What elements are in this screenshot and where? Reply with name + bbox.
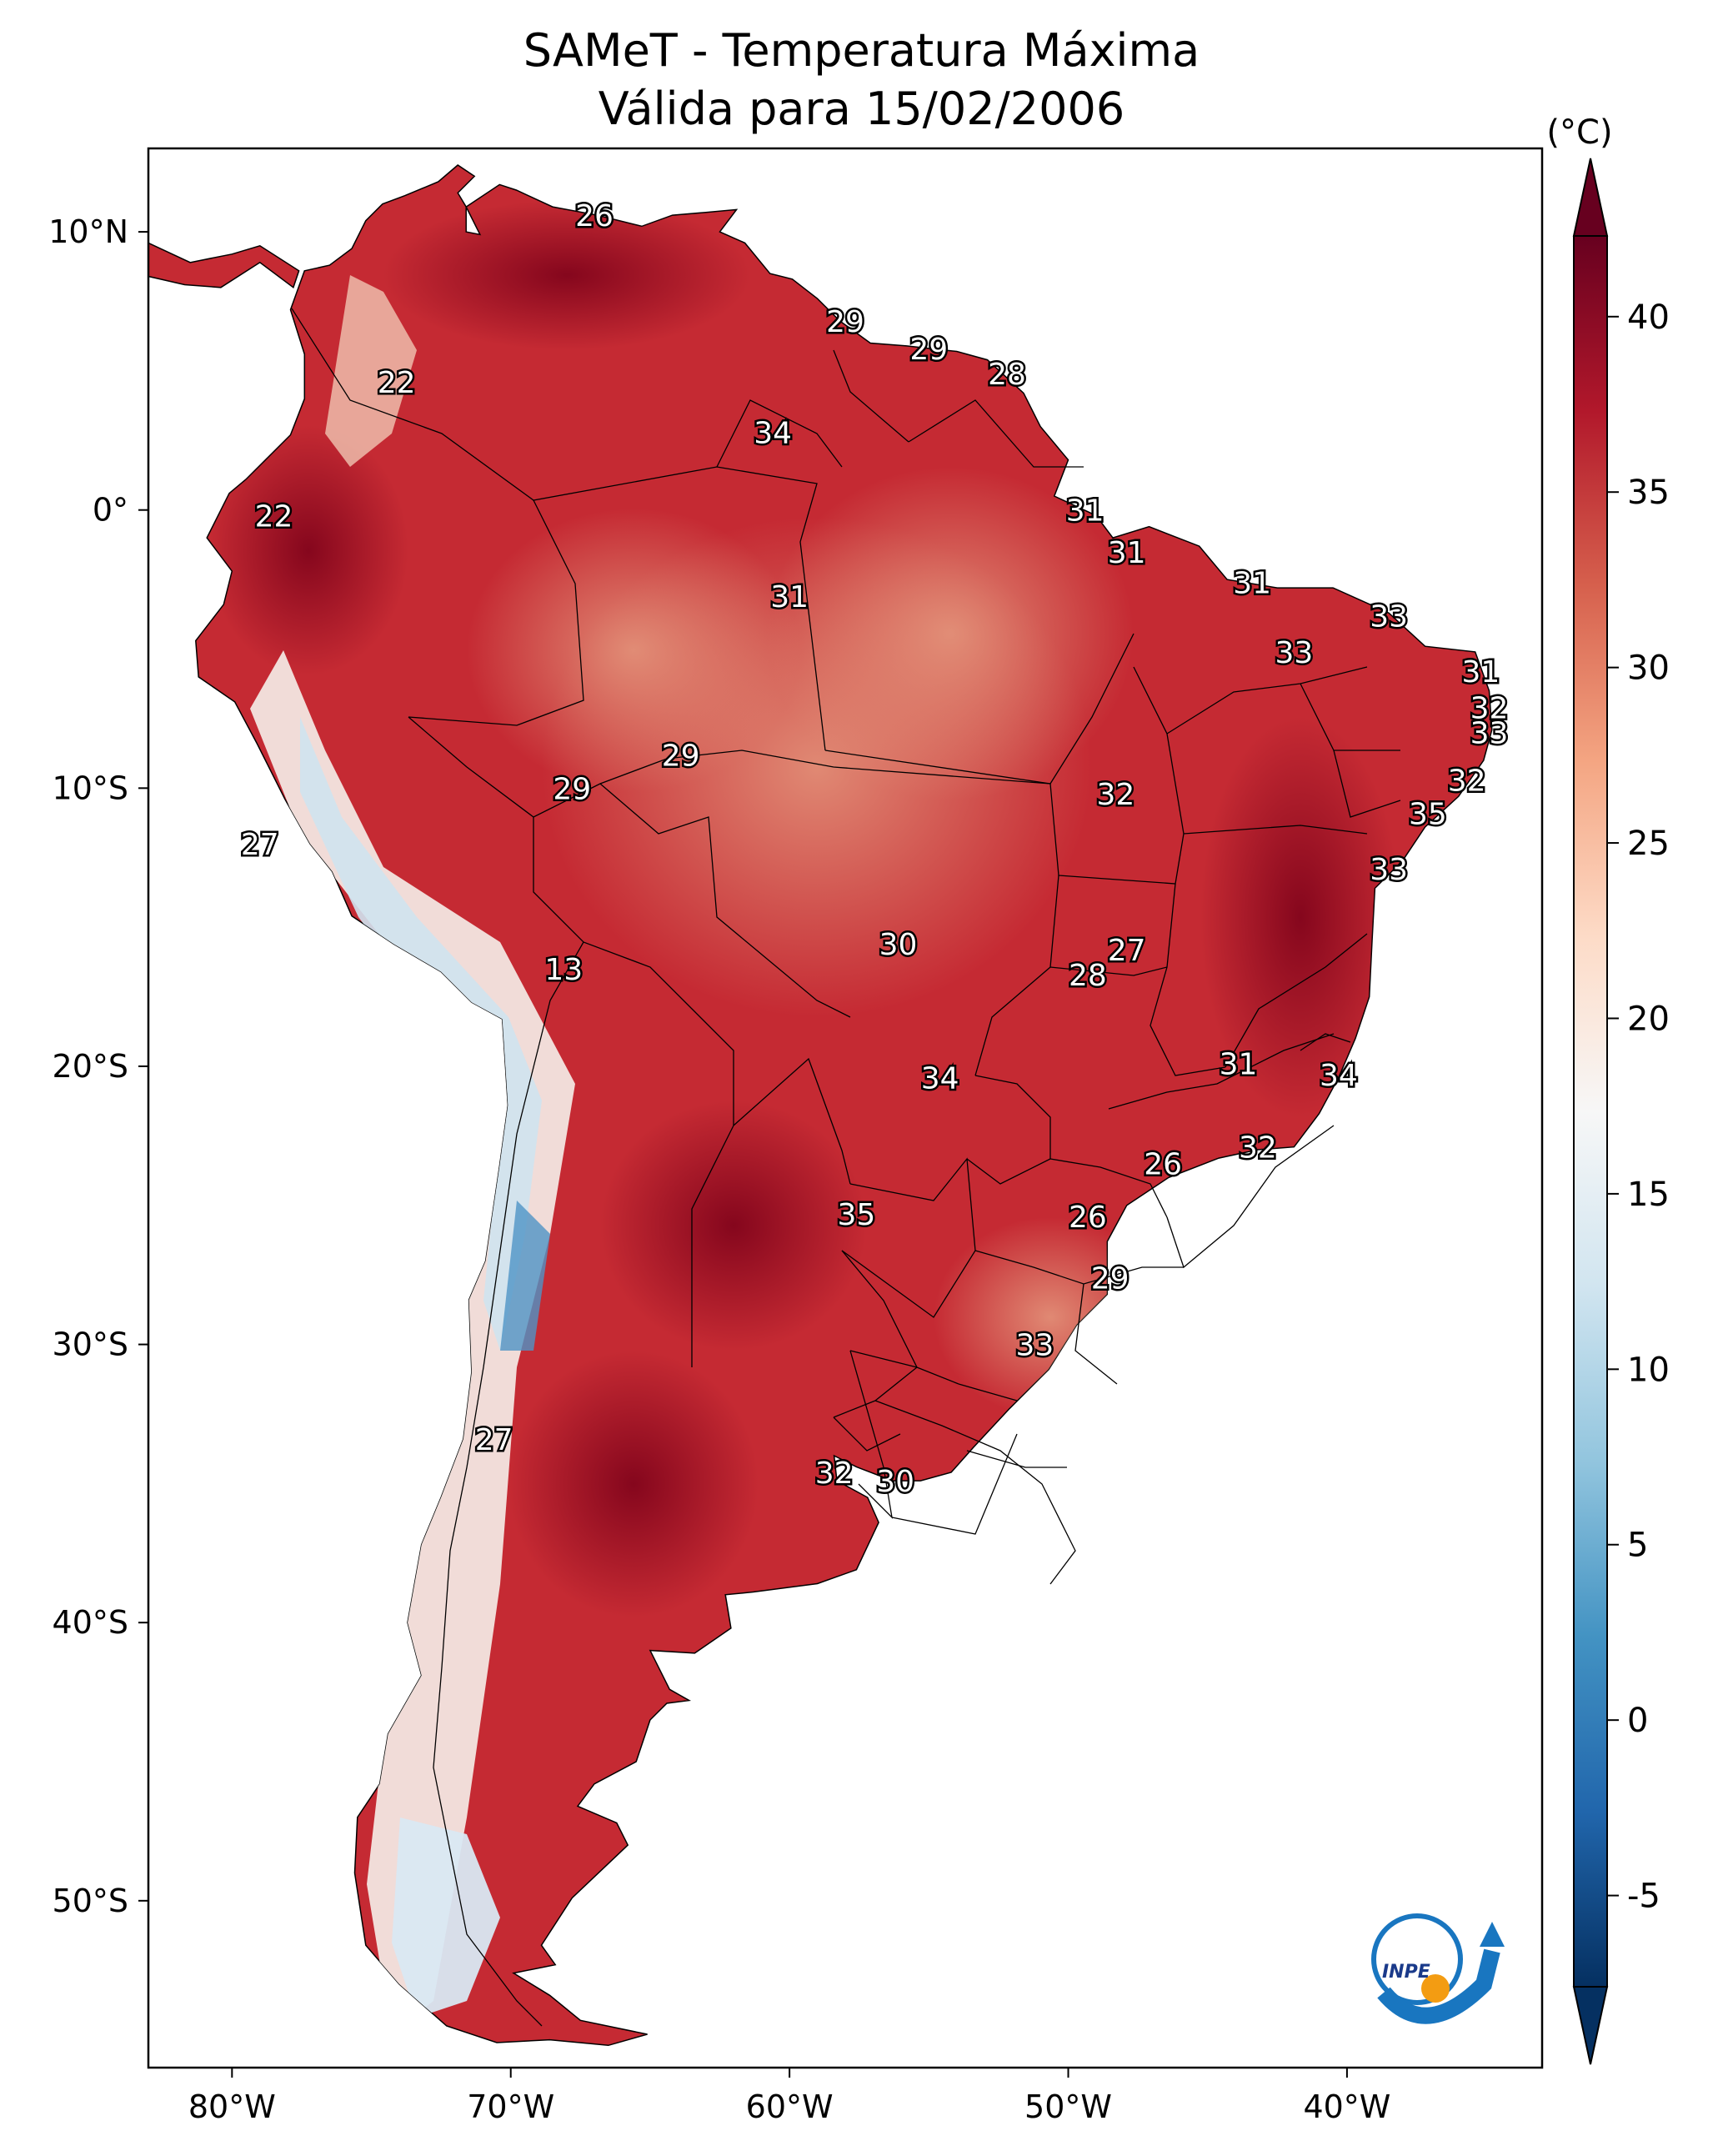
lat-tick-label: 30°S xyxy=(53,1326,128,1363)
lon-tick-label: 60°W xyxy=(746,2088,834,2125)
colorbar-tick-label: 5 xyxy=(1627,1527,1648,1565)
temperature-label: 32 xyxy=(1239,1131,1277,1166)
temperature-label: 35 xyxy=(837,1198,875,1232)
temperature-label: 29 xyxy=(826,305,864,339)
temperature-label: 27 xyxy=(241,828,279,862)
temperature-label: 31 xyxy=(770,580,809,614)
lat-tick-label: 40°S xyxy=(53,1604,128,1641)
country-borders xyxy=(291,308,1401,2027)
colorbar-tick-label: 25 xyxy=(1627,825,1670,863)
temperature-label: 33 xyxy=(1275,636,1313,670)
temperature-label: 26 xyxy=(1069,1201,1107,1235)
lon-tick-label: 50°W xyxy=(1024,2088,1112,2125)
colorbar-min-extend-arrow xyxy=(1572,1986,1609,2065)
temperature-label: 32 xyxy=(815,1457,854,1491)
temperature-label: 31 xyxy=(1066,494,1104,529)
temperature-label: 35 xyxy=(1409,797,1447,831)
temperature-label: 32 xyxy=(1096,778,1134,812)
temperature-label: 22 xyxy=(255,499,293,534)
temperature-label: 33 xyxy=(1015,1329,1054,1363)
temperature-label: 27 xyxy=(1108,934,1146,968)
temperature-field xyxy=(208,200,1400,2034)
land-layer xyxy=(148,164,1493,2047)
map-frame xyxy=(147,147,1544,2069)
temperature-label: 29 xyxy=(662,739,700,773)
colorbar-tick-label: 15 xyxy=(1627,1176,1670,1214)
lon-tick-label: 80°W xyxy=(188,2088,276,2125)
logo-sun-icon xyxy=(1421,1974,1450,2003)
lat-tick-label: 0° xyxy=(93,492,128,529)
map-subtitle: Válida para 15/02/2006 xyxy=(598,83,1125,135)
temperature-label: 28 xyxy=(1069,959,1107,993)
temperature-label: 32 xyxy=(1448,764,1486,798)
lon-tick-label: 40°W xyxy=(1303,2088,1390,2125)
temperature-label: 33 xyxy=(1370,600,1408,634)
temperature-label: 22 xyxy=(378,366,416,400)
temperature-label: 30 xyxy=(879,928,918,962)
colorbar-tick-label: 0 xyxy=(1627,1702,1648,1740)
temperature-label: 28 xyxy=(988,358,1026,392)
lat-tick-label: 10°N xyxy=(48,213,128,250)
temperature-label: 31 xyxy=(1220,1048,1258,1082)
colorbar-max-extend-arrow xyxy=(1572,158,1609,237)
colorbar-tick-label: 30 xyxy=(1627,649,1670,688)
colorbar-tick-label: 10 xyxy=(1627,1351,1670,1389)
temperature-label: 34 xyxy=(754,416,792,450)
temperature-label: 31 xyxy=(1461,655,1500,689)
lon-tick-label: 70°W xyxy=(467,2088,554,2125)
colorbar: 40 35 30 25 20 15 10 5 0 -5 (°C) xyxy=(1546,113,1670,2065)
longitude-axis: 80°W 70°W 60°W 50°W 40°W xyxy=(188,2068,1390,2125)
lat-tick-label: 10°S xyxy=(53,770,128,806)
temperature-label: 29 xyxy=(553,772,591,806)
temperature-label: 31 xyxy=(1108,536,1146,570)
logo-swoosh xyxy=(1377,1948,1500,2024)
temperature-label: 33 xyxy=(1370,853,1408,887)
colorbar-tick-label: -5 xyxy=(1627,1878,1660,1916)
temperature-label: 29 xyxy=(1091,1262,1129,1296)
colorbar-tick-label: 40 xyxy=(1627,298,1670,337)
inpe-logo: INPE xyxy=(1371,1913,1505,2024)
central-america-landmass xyxy=(148,242,300,289)
logo-arrow-icon xyxy=(1480,1922,1505,1947)
temperature-label: 29 xyxy=(909,333,948,367)
temperature-label: 26 xyxy=(575,199,614,233)
logo-orbit-ring xyxy=(1371,1913,1463,2005)
temperature-label: 31 xyxy=(1233,567,1271,601)
latitude-axis: 10°N 0° 10°S 20°S 30°S 40°S 50°S xyxy=(48,213,148,1919)
temperature-label: 26 xyxy=(1144,1148,1182,1182)
temperature-label: 33 xyxy=(1470,717,1509,751)
colorbar-tick-label: 35 xyxy=(1627,474,1670,512)
colorbar-unit-label: (°C) xyxy=(1546,113,1612,152)
logo-text: INPE xyxy=(1382,1962,1430,1983)
colorbar-tick-label: 20 xyxy=(1627,1000,1670,1038)
temperature-label: 30 xyxy=(876,1465,914,1499)
map-title: SAMeT - Temperatura Máxima xyxy=(523,24,1200,77)
temperature-label: 32 xyxy=(1470,692,1509,726)
colorbar-gradient xyxy=(1573,235,1608,1988)
temperature-label: 13 xyxy=(544,953,583,987)
lat-tick-label: 50°S xyxy=(53,1883,128,1919)
temperature-label: 27 xyxy=(475,1423,513,1457)
temperature-label: 34 xyxy=(1320,1059,1358,1093)
lat-tick-label: 20°S xyxy=(53,1048,128,1085)
temperature-label: 34 xyxy=(921,1061,959,1096)
